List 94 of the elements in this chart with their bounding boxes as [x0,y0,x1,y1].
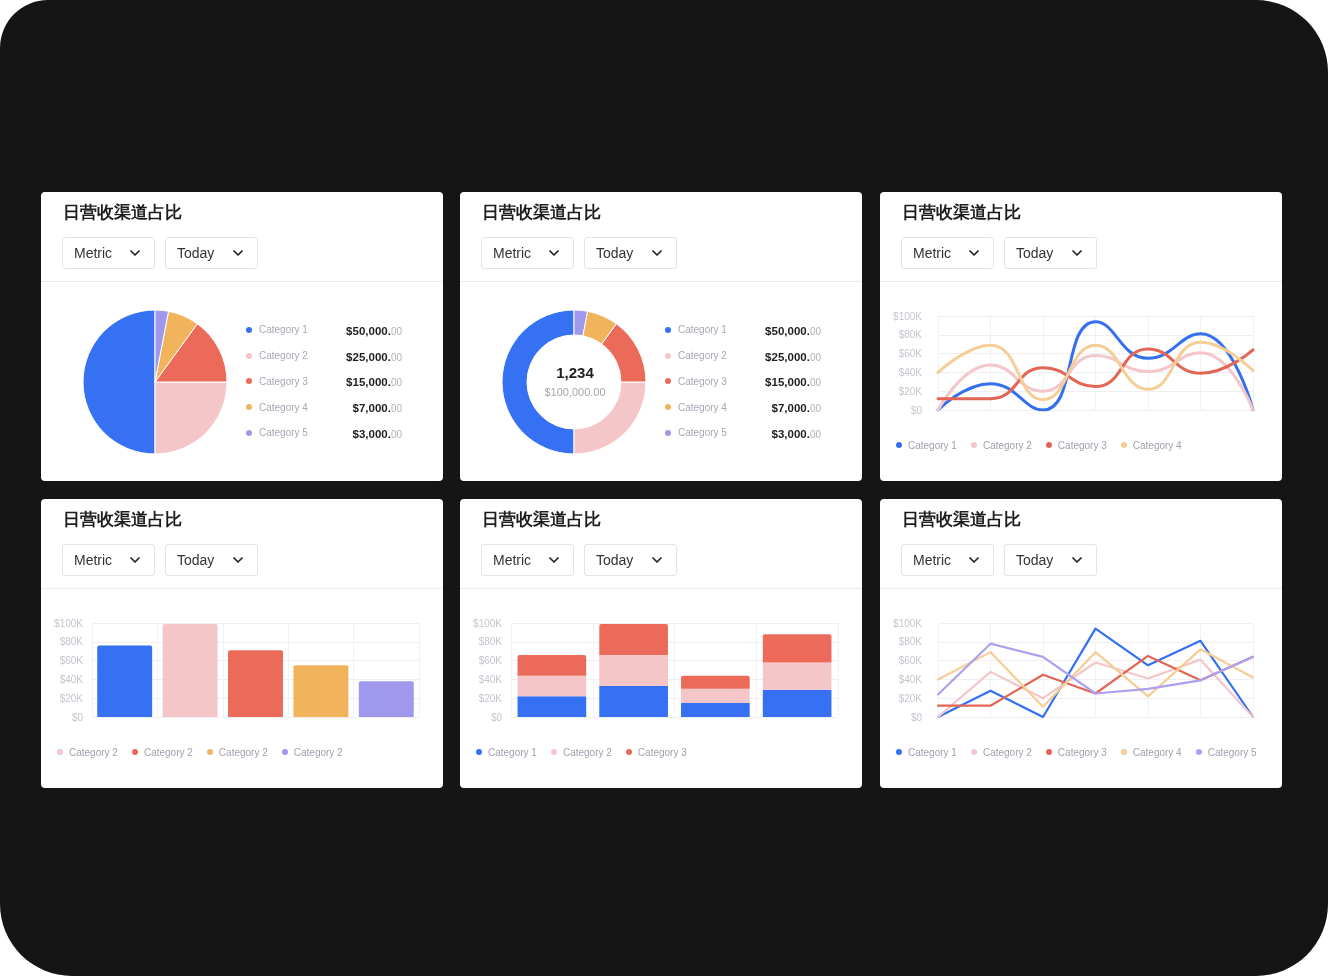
legend-label: Category 1 [259,324,309,336]
legend-label: Category 2 [69,746,118,758]
legend-label: Category 4 [259,401,309,413]
data-label: $7,000.00 [352,402,402,415]
bar [762,689,832,717]
legend-label: Category 2 [218,746,268,758]
legend-label: Category 4 [1132,439,1182,451]
dropdown[interactable]: Metric [62,237,155,269]
legend-label: Category 5 [678,427,728,439]
y-tick-label: $0 [490,711,503,723]
chart-title: 日营收渠道占比 [482,510,601,528]
bar [681,675,750,689]
chart-title: 日营收渠道占比 [63,203,182,221]
legend-label: Category 4 [678,401,728,413]
data-label: $7,000.00 [771,402,821,415]
y-tick-label: $40K [898,673,923,685]
y-tick-label: $0 [71,711,84,723]
legend-label: Category 2 [982,746,1032,758]
dropdown[interactable]: Today [584,237,677,269]
y-tick-label: $80K [478,636,503,648]
dropdown[interactable]: Today [165,237,258,269]
y-tick-label: $20K [898,692,923,704]
bar [517,696,587,717]
legend-label: Category 3 [1057,746,1107,758]
legend-label: Category 1 [678,324,728,336]
y-tick-label: $80K [898,329,923,341]
dropdown[interactable]: Metric [481,237,574,269]
legend-label: Category 3 [678,375,728,387]
line-series [936,642,1255,696]
y-tick-label: $40K [478,673,503,685]
y-tick-label: $40K [898,366,923,378]
legend-label: Category 2 [259,350,309,362]
data-label: $15,000.00 [765,376,821,389]
legend-label: Category 2 [982,439,1032,451]
y-tick-label: $80K [898,636,923,648]
bar [599,623,668,655]
bar [599,654,668,686]
dropdown[interactable]: Metric [481,544,574,576]
bar [762,662,832,690]
legend-label: Category 2 [678,350,728,362]
legend-label: Category 5 [259,427,309,439]
bar [681,702,750,717]
data-label: $3,000.00 [352,427,402,440]
legend-label: Category 3 [637,746,687,758]
text: 1,234 [556,364,594,381]
legend-label: Category 1 [908,439,957,451]
data-label: $3,000.00 [771,427,821,440]
legend-label: Category 1 [908,746,957,758]
y-tick-label: $40K [59,673,84,685]
y-tick-label: $20K [478,692,503,704]
legend-label: Category 2 [293,746,343,758]
legend-label: Category 2 [562,746,612,758]
data-label: $50,000.00 [346,324,402,337]
data-label: $25,000.00 [765,350,821,363]
dropdown[interactable]: Metric [901,544,994,576]
bar [681,688,750,703]
line-series [936,658,1255,719]
y-tick-label: $0 [910,404,923,416]
text: $100,000.00 [544,386,606,398]
y-tick-label: $60K [59,655,84,667]
dropdown[interactable]: Today [1004,237,1097,269]
data-label: $50,000.00 [765,324,821,337]
y-tick-label: $100K [473,617,503,629]
chart-title: 日营收渠道占比 [902,203,1021,221]
bar [599,685,668,717]
chart-title: 日营收渠道占比 [482,203,601,221]
chart-title: 日营收渠道占比 [63,510,182,528]
bar [517,675,587,697]
legend-label: Category 3 [259,375,309,387]
legend-label: Category 2 [143,746,193,758]
dropdown[interactable]: Today [584,544,677,576]
dropdown[interactable]: Today [1004,544,1097,576]
chart-title: 日营收渠道占比 [902,510,1021,528]
y-tick-label: $80K [59,636,84,648]
legend-label: Category 4 [1132,746,1182,758]
legend-label: Category 5 [1207,746,1257,758]
y-tick-label: $20K [59,692,84,704]
y-tick-label: $60K [478,655,503,667]
y-tick-label: $0 [910,711,923,723]
dropdown[interactable]: Metric [901,237,994,269]
y-tick-label: $20K [898,385,923,397]
dropdown[interactable]: Metric [62,544,155,576]
data-label: $25,000.00 [346,350,402,363]
data-label: $15,000.00 [346,376,402,389]
y-tick-label: $100K [893,617,923,629]
y-tick-label: $60K [898,655,923,667]
dropdown[interactable]: Today [165,544,258,576]
y-tick-label: $60K [898,348,923,360]
legend-label: Category 3 [1057,439,1107,451]
legend-label: Category 1 [488,746,537,758]
y-tick-label: $100K [893,310,923,322]
y-tick-label: $100K [54,617,84,629]
bar [517,654,587,676]
bar [762,634,832,663]
